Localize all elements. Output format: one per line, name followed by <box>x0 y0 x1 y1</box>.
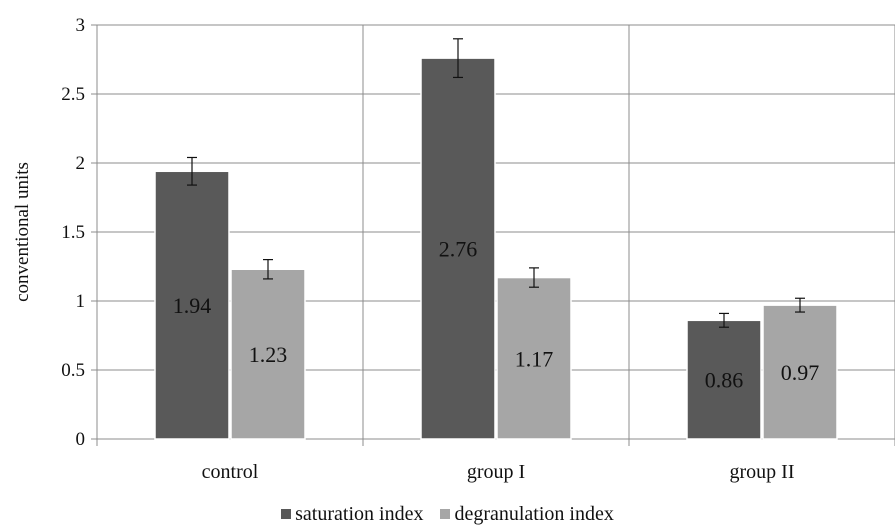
bar <box>762 304 838 440</box>
legend-label: saturation index <box>295 503 424 525</box>
bar-chart: 0 0.5 1 1.5 2 2.5 3 1.94 1.23 2.76 1.17 0.86 0.97 c… <box>12 15 895 483</box>
bar <box>420 57 496 440</box>
y-tick-label: 2.5 <box>61 84 85 105</box>
legend-item-degranulation: degranulation index <box>440 503 614 526</box>
bars <box>154 57 838 440</box>
data-label: 1.17 <box>515 346 554 371</box>
y-tick-label: 1 <box>76 291 86 312</box>
bar <box>686 319 762 440</box>
legend-swatch <box>281 509 292 519</box>
bar <box>154 170 230 440</box>
data-label: 1.94 <box>173 293 212 318</box>
gridlines <box>91 24 895 446</box>
y-tick-label: 0 <box>76 429 86 450</box>
legend-label: degranulation index <box>454 503 614 525</box>
legend: saturation index degranulation index <box>0 503 895 526</box>
x-category-label: group I <box>467 461 525 483</box>
y-axis-ticks: 0 0.5 1 1.5 2 2.5 3 <box>61 15 85 450</box>
data-label: 0.86 <box>705 368 744 393</box>
x-axis-categories: control group I group II <box>202 461 795 483</box>
bar <box>230 268 306 440</box>
bar <box>496 276 572 440</box>
x-category-label: group II <box>730 461 795 483</box>
data-label: 1.23 <box>249 342 288 367</box>
y-axis-label: conventional units <box>12 162 33 302</box>
data-label: 2.76 <box>439 237 478 262</box>
y-tick-label: 0.5 <box>61 360 85 381</box>
y-tick-label: 2 <box>76 153 86 174</box>
error-bars <box>187 38 805 328</box>
data-label: 0.97 <box>781 360 820 385</box>
y-tick-label: 1.5 <box>61 222 85 243</box>
y-tick-label: 3 <box>76 15 86 36</box>
data-labels: 1.94 1.23 2.76 1.17 0.86 0.97 <box>173 237 820 393</box>
x-category-label: control <box>202 461 259 483</box>
legend-item-saturation: saturation index <box>281 503 423 526</box>
legend-swatch <box>440 509 451 519</box>
